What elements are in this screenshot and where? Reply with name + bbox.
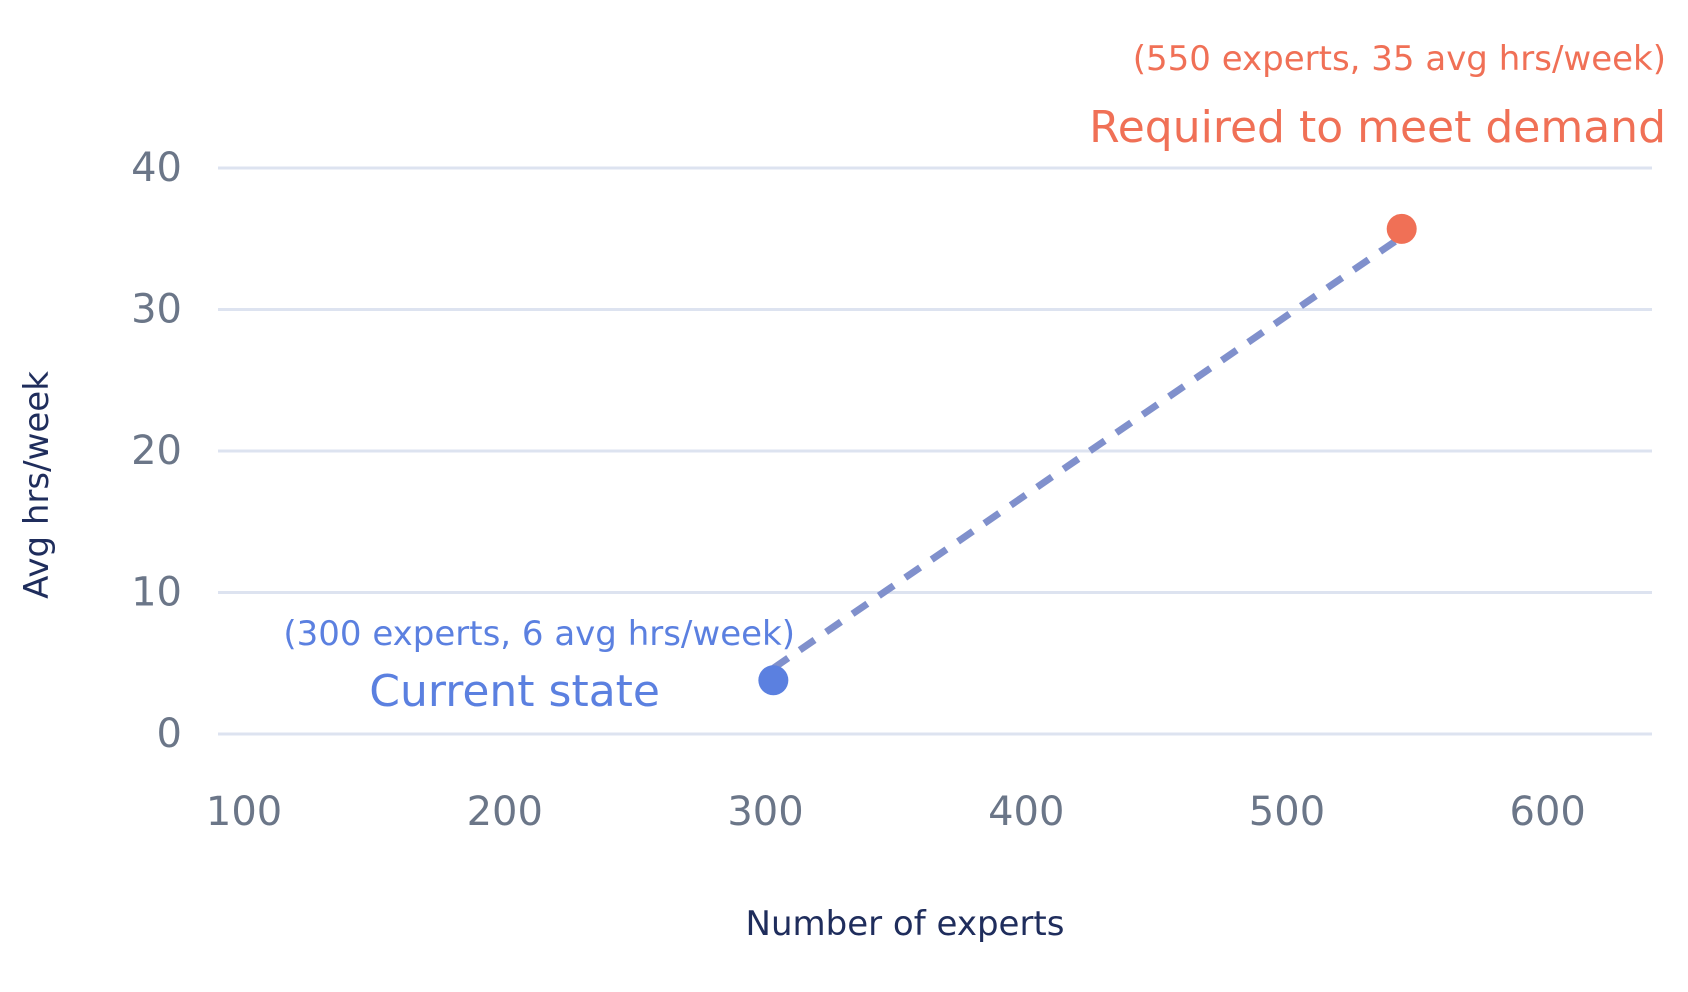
y-tick-label: 0 <box>157 711 182 757</box>
annotation-required-coords: (550 experts, 35 avg hrs/week) <box>1133 39 1666 79</box>
x-tick-label: 200 <box>467 789 543 835</box>
data-points <box>758 213 1417 696</box>
x-tick-label: 100 <box>206 789 282 835</box>
connector <box>771 233 1404 672</box>
grid <box>218 166 1652 736</box>
x-axis-title: Number of experts <box>746 904 1065 944</box>
dashed-connector-line <box>771 233 1404 672</box>
x-axis-ticks: 100 200 300 400 500 600 <box>206 789 1586 835</box>
current-state-point <box>758 665 789 696</box>
annotation-current-coords: (300 experts, 6 avg hrs/week) <box>283 614 795 654</box>
y-tick-label: 30 <box>131 287 182 333</box>
y-tick-label: 20 <box>131 428 182 474</box>
required-state-point <box>1386 213 1417 244</box>
y-tick-label: 40 <box>131 145 182 191</box>
y-axis-title: Avg hrs/week <box>17 371 57 599</box>
x-tick-label: 500 <box>1249 789 1325 835</box>
x-tick-label: 400 <box>988 789 1064 835</box>
annotation-current-title: Current state <box>369 666 660 717</box>
annotation-required-title: Required to meet demand <box>1089 102 1666 153</box>
y-tick-label: 10 <box>131 570 182 616</box>
y-axis-ticks: 0 10 20 30 40 <box>131 145 182 757</box>
x-tick-label: 300 <box>727 789 803 835</box>
x-tick-label: 600 <box>1510 789 1586 835</box>
